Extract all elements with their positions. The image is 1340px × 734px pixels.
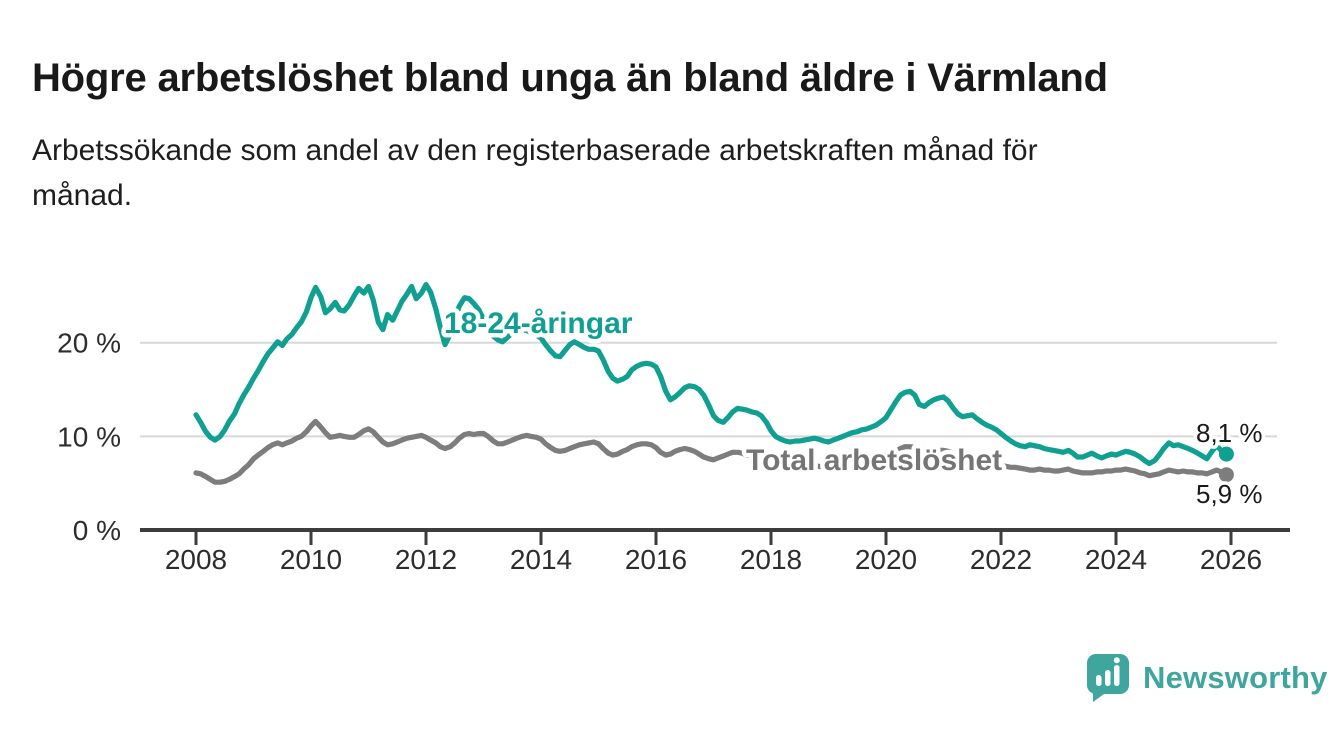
y-tick-label: 20 % <box>57 328 121 359</box>
subtitle-line-2: månad. <box>32 179 133 212</box>
newsworthy-speech-bubble-icon <box>1087 654 1129 702</box>
series-lines <box>193 282 1234 485</box>
y-axis-labels: 0 % 10 % 20 % <box>57 328 121 546</box>
x-tick-label: 2026 <box>1200 544 1262 575</box>
end-value-label-young: 8,1 % <box>1196 418 1263 448</box>
series-line-total <box>193 418 1229 485</box>
x-axis-labels: 2008 2010 2012 2014 2016 2018 2020 2022 2024 2026 <box>165 544 1262 575</box>
x-tick-label: 2016 <box>625 544 687 575</box>
x-tick-label: 2010 <box>280 544 342 575</box>
end-value-label-total: 5,9 % <box>1196 479 1263 509</box>
x-tick-label: 2008 <box>165 544 227 575</box>
y-tick-label: 10 % <box>57 421 121 452</box>
subtitle-line-1: Arbetssökande som andel av den registerb… <box>32 134 1038 167</box>
newsworthy-logo-text: Newsworthy <box>1143 660 1328 695</box>
x-tick-label: 2012 <box>395 544 457 575</box>
page-title: Högre arbetslöshet bland unga än bland ä… <box>32 55 1108 100</box>
x-tick-label: 2022 <box>970 544 1032 575</box>
series-label-total: Total arbetslöshet <box>746 444 1002 477</box>
x-tick-label: 2020 <box>855 544 917 575</box>
axes-and-gridlines <box>140 341 1290 545</box>
series-end-dot-total <box>1218 467 1234 483</box>
x-tick-label: 2018 <box>740 544 802 575</box>
chart-subtitle: Arbetssökande som andel av den registerb… <box>32 128 1262 218</box>
x-tick-label: 2014 <box>510 544 572 575</box>
newsworthy-logo[interactable]: Newsworthy <box>1086 653 1328 703</box>
x-tick-label: 2024 <box>1085 544 1147 575</box>
y-tick-label: 0 % <box>73 515 121 546</box>
series-label-young: 18-24-åringar <box>444 307 633 340</box>
series-line-young <box>193 282 1229 467</box>
series-end-dot-young <box>1218 446 1234 462</box>
